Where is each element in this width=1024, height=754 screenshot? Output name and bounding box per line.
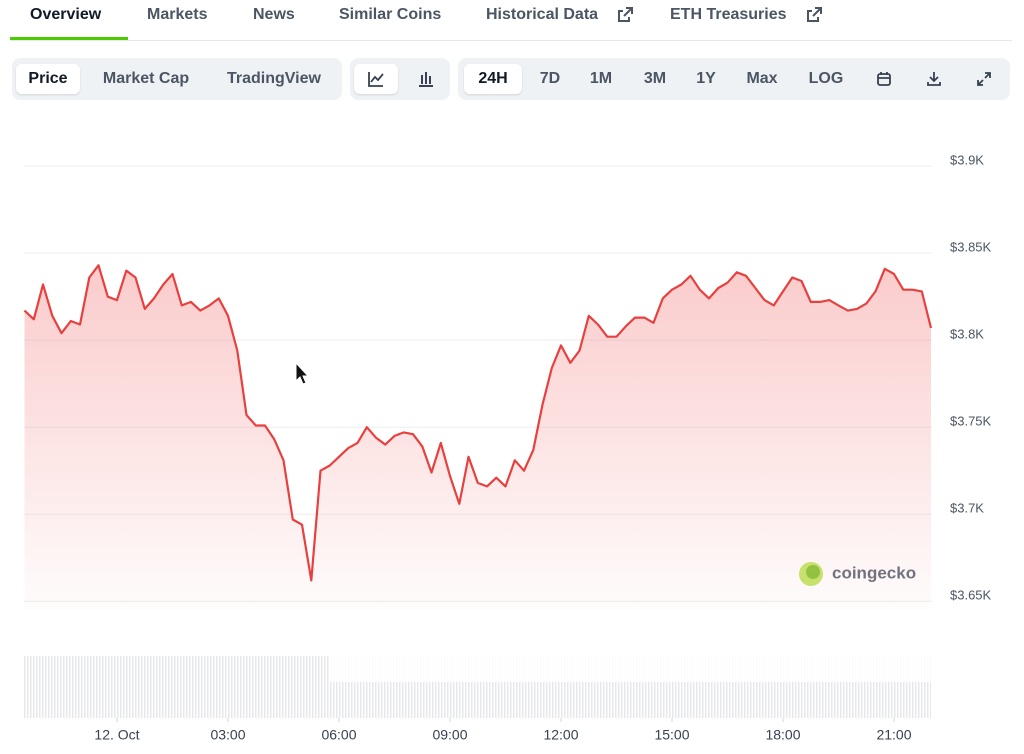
tab-underline <box>10 37 128 40</box>
tab[interactable]: Historical Data <box>486 6 599 23</box>
y-tick-label: $3.85K <box>950 240 992 255</box>
tab[interactable]: ETH Treasuries <box>670 6 787 23</box>
fullscreen-button[interactable] <box>968 64 1000 94</box>
price-line <box>23 264 933 582</box>
x-tick-label: 21:00 <box>876 727 911 743</box>
tab[interactable]: Overview <box>30 6 102 23</box>
tab-divider <box>10 40 1012 41</box>
x-tick-label: 12:00 <box>543 727 578 743</box>
range-group <box>458 58 1010 100</box>
candle-chart-button[interactable] <box>404 64 448 94</box>
price-area <box>24 265 931 610</box>
y-tick-label: $3.65K <box>950 588 992 603</box>
x-tick-label: 06:00 <box>321 727 356 743</box>
x-tick-label: 18:00 <box>765 727 800 743</box>
chart-type-button[interactable]: TradingView <box>227 70 321 87</box>
range-button[interactable]: Max <box>746 70 778 87</box>
volume-fade <box>330 656 931 682</box>
y-tick-label: $3.7K <box>950 501 984 516</box>
range-button[interactable]: 1M <box>589 70 613 87</box>
y-tick-label: $3.9K <box>950 153 984 168</box>
volume-bars <box>24 656 931 718</box>
download-button[interactable] <box>918 64 950 94</box>
external-icon <box>618 7 633 22</box>
watermark: coingecko <box>799 562 916 586</box>
watermark-text: coingecko <box>832 563 916 582</box>
calendar-button[interactable] <box>868 64 900 94</box>
x-tick-label: 15:00 <box>654 727 689 743</box>
tab[interactable]: Markets <box>147 6 208 23</box>
external-icon <box>807 7 822 22</box>
range-button[interactable]: 7D <box>539 70 561 87</box>
tab[interactable]: News <box>253 6 295 23</box>
cursor <box>295 361 310 385</box>
tab[interactable]: Similar Coins <box>339 6 442 23</box>
range-button[interactable]: 24H <box>464 64 522 94</box>
chart-type-button[interactable]: Market Cap <box>102 70 190 87</box>
x-tick-label: 12. Oct <box>94 727 139 743</box>
y-tick-label: $3.8K <box>950 327 984 342</box>
x-tick-label: 09:00 <box>432 727 467 743</box>
line-chart-button[interactable] <box>354 64 398 94</box>
chart-type-button[interactable]: Price <box>16 64 80 94</box>
range-button[interactable]: 1Y <box>696 70 716 87</box>
y-tick-label: $3.75K <box>950 414 992 429</box>
range-button[interactable]: LOG <box>808 70 844 87</box>
x-tick-label: 03:00 <box>210 727 245 743</box>
range-button[interactable]: 3M <box>643 70 667 87</box>
